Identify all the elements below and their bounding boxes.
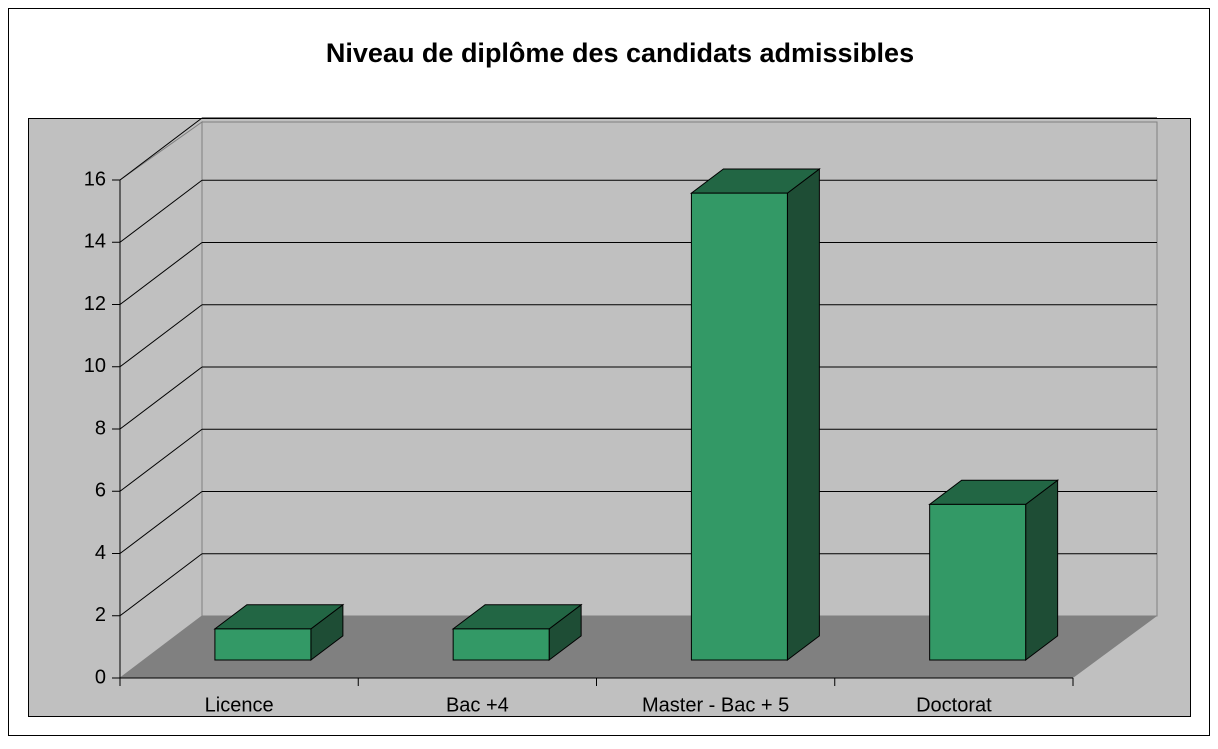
- bar-side: [786, 167, 820, 662]
- grid-line: [119, 553, 203, 617]
- y-tick-label: 2: [95, 604, 106, 626]
- x-tick-label: Licence: [205, 694, 274, 716]
- floor: [120, 616, 1157, 678]
- grid-line: [119, 428, 203, 492]
- chart-title: Niveau de diplôme des candidats admissib…: [326, 38, 914, 68]
- bar: [929, 503, 1027, 661]
- bar: [452, 628, 550, 661]
- x-tick-label: Doctorat: [916, 694, 992, 716]
- grid-line: [119, 366, 203, 430]
- bar: [214, 628, 312, 661]
- grid-line: [119, 179, 203, 243]
- bar: [690, 192, 788, 661]
- y-tick-label: 14: [84, 231, 106, 253]
- y-tick-label: 0: [95, 666, 106, 688]
- grid-line: [119, 304, 203, 368]
- y-tick-label: 12: [84, 293, 106, 315]
- grid-line: [119, 491, 203, 554]
- x-tick-label: Bac +4: [446, 694, 509, 716]
- y-tick-label: 6: [95, 480, 106, 502]
- x-tick-label: Master - Bac + 5: [642, 694, 789, 716]
- y-tick-label: 16: [84, 168, 106, 190]
- y-tick-label: 8: [95, 417, 106, 439]
- side-wall: [119, 121, 203, 680]
- grid-line: [119, 117, 203, 181]
- grid-line: [119, 242, 203, 305]
- y-tick-label: 10: [84, 355, 106, 377]
- y-tick-label: 4: [95, 542, 106, 564]
- bar-side: [1025, 479, 1059, 662]
